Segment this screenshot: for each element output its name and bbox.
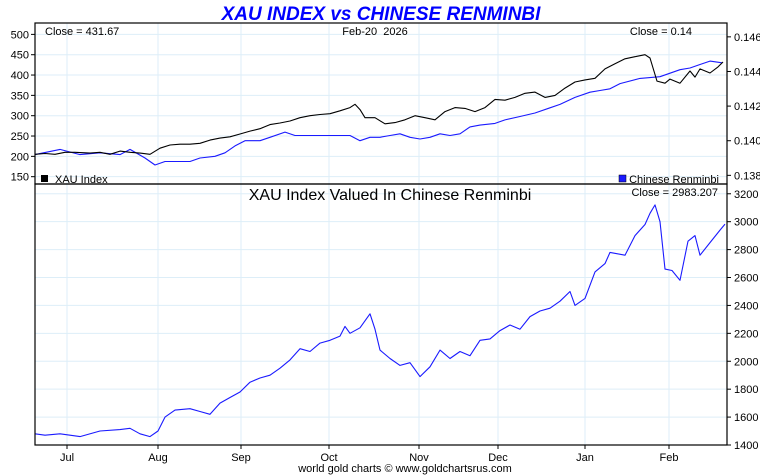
gridlines [35, 23, 727, 446]
right-y-tick-label: 1800 [734, 384, 758, 396]
right-y-tick-label: 2800 [734, 245, 758, 257]
left-y-tick-label: 450 [11, 50, 29, 62]
x-tick-label: Jul [60, 452, 74, 464]
right-y-tick-label: 2200 [734, 328, 758, 340]
top-panel-frame [34, 22, 728, 185]
legend-swatch-xau [41, 175, 48, 182]
left-y-tick-label: 400 [11, 70, 29, 82]
series-line-xau-index [34, 54, 724, 155]
left-close-label: Close = 431.67 [45, 26, 119, 38]
x-tick-label: Oct [320, 452, 337, 464]
x-tick-label: Nov [409, 452, 429, 464]
bottom-panel-frame [34, 183, 728, 446]
right-y-tick-label: 0.138 [734, 170, 760, 182]
bottom-chart-title: XAU Index Valued In Chinese Renminbi [249, 187, 532, 204]
right-y-tick-label: 0.144 [734, 66, 760, 78]
x-tick-label: Feb [660, 452, 679, 464]
axis-ticks: Jul Aug Sep Oct Nov Dec Jan Feb 150 200 250 300 350 4… [11, 29, 760, 464]
x-tick-label: Sep [231, 452, 251, 464]
right-y-tick-label: 1400 [734, 440, 758, 452]
legend-label-cny: Chinese Renminbi [629, 174, 719, 186]
right-y-tick-label: 1600 [734, 412, 758, 424]
left-y-tick-label: 200 [11, 151, 29, 163]
chart-title: XAU INDEX vs CHINESE RENMINBI [221, 4, 542, 25]
bottom-close-label: Close = 2983.207 [631, 187, 718, 199]
left-y-tick-label: 250 [11, 131, 29, 143]
right-y-tick-label: 3200 [734, 189, 758, 201]
series-layer [34, 54, 726, 438]
left-y-tick-label: 150 [11, 172, 29, 184]
right-y-tick-label: 0.142 [734, 101, 760, 113]
x-tick-label: Aug [148, 452, 168, 464]
left-y-tick-label: 500 [11, 29, 29, 41]
right-y-tick-label: 0.146 [734, 32, 760, 44]
left-y-tick-label: 350 [11, 90, 29, 102]
right-y-tick-label: 2000 [734, 356, 758, 368]
series-line-xau-in-cny [34, 204, 726, 438]
x-tick-label: Dec [488, 452, 508, 464]
legend-label-xau: XAU Index [55, 174, 108, 186]
right-y-tick-label: 3000 [734, 217, 758, 229]
left-y-tick-label: 300 [11, 111, 29, 123]
right-y-tick-label: 2600 [734, 273, 758, 285]
x-tick-label: Jan [576, 452, 594, 464]
series-line-chinese-renminbi [34, 60, 723, 166]
date-label: Feb-20 2026 [342, 26, 407, 38]
right-close-label: Close = 0.14 [630, 26, 692, 38]
legend-swatch-cny [618, 174, 627, 183]
right-y-tick-label: 2400 [734, 300, 758, 312]
right-y-tick-label: 0.140 [734, 136, 760, 148]
footer-credit: world gold charts © www.goldchartsrus.co… [297, 463, 512, 475]
